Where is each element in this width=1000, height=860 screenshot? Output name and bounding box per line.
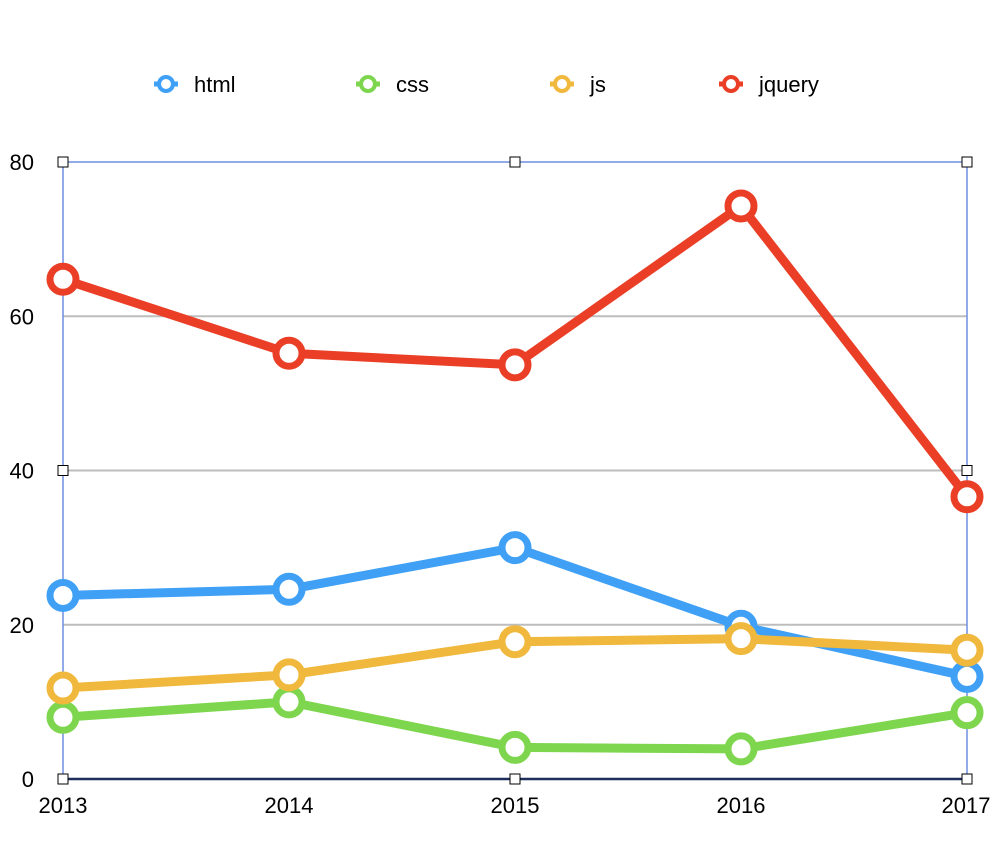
resize-handle[interactable] [961, 465, 973, 476]
data-point-css [498, 730, 532, 764]
data-point-css [272, 685, 306, 719]
legend-label: js [589, 72, 606, 97]
data-point-html [498, 531, 532, 565]
selection-handles[interactable] [57, 156, 973, 785]
series-html [46, 531, 984, 693]
data-point-jquery [272, 336, 306, 370]
legend-label: jquery [758, 72, 819, 97]
data-point-js [498, 625, 532, 659]
x-axis: 2013 2014 2015 2016 2017 [39, 793, 991, 818]
legend-label: css [396, 72, 429, 97]
data-point-jquery [46, 262, 80, 296]
legend-item-js: js [550, 72, 606, 97]
x-tick-label: 2016 [717, 793, 766, 818]
legend-label: html [194, 72, 236, 97]
resize-handle[interactable] [961, 156, 973, 168]
legend: html css js jquery [154, 72, 819, 97]
data-point-jquery [724, 189, 758, 223]
resize-handle[interactable] [509, 156, 521, 168]
legend-marker [157, 75, 175, 93]
data-point-jquery [950, 480, 984, 514]
data-point-js [46, 671, 80, 705]
y-tick-label: 60 [10, 304, 34, 329]
resize-handle[interactable] [57, 156, 69, 168]
x-tick-label: 2015 [491, 793, 540, 818]
data-point-html [950, 659, 984, 693]
x-tick-label: 2013 [39, 793, 88, 818]
legend-marker [553, 75, 571, 93]
data-point-js [272, 658, 306, 692]
y-tick-label: 40 [10, 459, 34, 484]
resize-handle[interactable] [57, 465, 69, 476]
series-js [46, 622, 984, 705]
legend-item-html: html [154, 72, 236, 97]
legend-item-jquery: jquery [719, 72, 819, 97]
resize-handle[interactable] [509, 773, 521, 785]
data-point-js [950, 633, 984, 667]
data-point-jquery [498, 348, 532, 382]
data-point-js [724, 622, 758, 656]
x-tick-label: 2017 [942, 793, 991, 818]
legend-marker [722, 75, 740, 93]
series-css [46, 685, 984, 766]
y-tick-label: 0 [22, 767, 34, 792]
data-point-css [950, 696, 984, 730]
resize-handle[interactable] [57, 773, 69, 785]
data-point-css [724, 732, 758, 766]
y-tick-label: 20 [10, 613, 34, 638]
y-axis: 0 20 40 60 80 [10, 150, 34, 792]
series-jquery [46, 189, 984, 514]
legend-item-css: css [356, 72, 429, 97]
data-point-css [46, 700, 80, 734]
data-point-html [272, 572, 306, 606]
data-point-html [46, 578, 80, 612]
resize-handle[interactable] [961, 773, 973, 785]
series-layer [46, 189, 984, 766]
x-tick-label: 2014 [265, 793, 314, 818]
gridlines [63, 315, 967, 626]
y-tick-label: 80 [10, 150, 34, 175]
legend-marker [359, 75, 377, 93]
